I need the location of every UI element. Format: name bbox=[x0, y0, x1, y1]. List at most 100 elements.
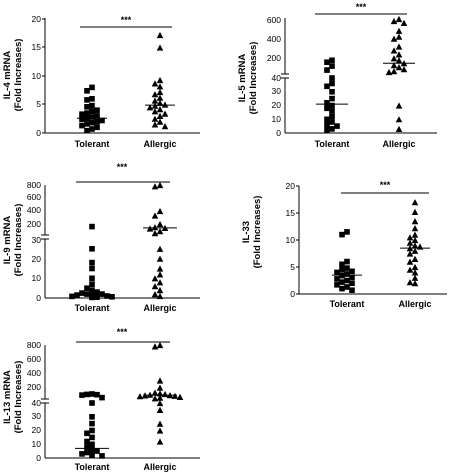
tolerant-point-square bbox=[99, 394, 105, 401]
allergic-point-triangle bbox=[151, 212, 159, 219]
tolerant-point-square bbox=[84, 97, 90, 103]
tolerant-point-square bbox=[84, 438, 90, 445]
tolerant-point-square bbox=[79, 122, 85, 129]
allergic-point-triangle bbox=[390, 47, 398, 54]
allergic-point-triangle bbox=[151, 121, 159, 128]
allergic-point-triangle bbox=[416, 243, 424, 250]
tolerant-point-square bbox=[339, 261, 345, 268]
y-tick-label: 20 bbox=[32, 254, 42, 264]
tolerant-point-square bbox=[89, 452, 95, 458]
tolerant-point-square bbox=[89, 102, 95, 109]
x-category-label: Allergic bbox=[382, 139, 415, 149]
tolerant-point-square bbox=[329, 108, 335, 114]
y-tick-label: 10 bbox=[286, 235, 296, 245]
allergic-point-triangle bbox=[395, 102, 403, 109]
tolerant-point-square bbox=[99, 453, 105, 459]
allergic-point-triangle bbox=[156, 377, 164, 384]
allergic-point-triangle bbox=[406, 250, 414, 257]
allergic-point-triangle bbox=[156, 106, 164, 113]
y-axis-label-line2: (Fold Increases) bbox=[252, 196, 263, 269]
tolerant-point-square bbox=[344, 265, 350, 271]
tolerant-point-square bbox=[89, 246, 95, 252]
tolerant-point-square bbox=[84, 88, 90, 94]
allergic-point-triangle bbox=[151, 389, 159, 396]
tolerant-point-square bbox=[324, 116, 330, 123]
y-axis-label-line2: (Fold Increases) bbox=[248, 42, 259, 115]
tolerant-point-square bbox=[94, 113, 100, 119]
tolerant-point-square bbox=[89, 441, 95, 448]
allergic-point-triangle bbox=[400, 66, 408, 73]
tolerant-point-square bbox=[344, 277, 350, 284]
chart-panel-il33: IL-33 (Fold Increases) 0 5 10 15 20 *** … bbox=[241, 180, 447, 309]
allergic-point-triangle bbox=[411, 242, 419, 249]
allergic-point-triangle bbox=[151, 108, 159, 115]
y-tick-label: 0 bbox=[36, 293, 41, 303]
allergic-point-triangle bbox=[156, 99, 164, 106]
tolerant-point-square bbox=[94, 124, 100, 131]
tolerant-point-square bbox=[84, 449, 90, 456]
allergic-point-triangle bbox=[156, 292, 164, 300]
tolerant-point-square bbox=[349, 274, 355, 281]
tolerant-point-square bbox=[94, 289, 100, 295]
allergic-point-triangle bbox=[411, 247, 419, 254]
allergic-point-triangle bbox=[151, 395, 159, 402]
y-tick-label: 40 bbox=[32, 398, 42, 408]
tolerant-point-square bbox=[84, 444, 90, 450]
tolerant-point-square bbox=[89, 414, 95, 420]
y-tick-label: 200 bbox=[27, 219, 41, 229]
allergic-point-triangle bbox=[411, 269, 419, 276]
allergic-point-triangle bbox=[156, 228, 164, 235]
y-axis-label-line2: (Fold Increases) bbox=[13, 39, 24, 112]
y-tick-label: 5 bbox=[290, 262, 295, 272]
tolerant-point-square bbox=[89, 119, 95, 126]
chart-panel-il9: IL-9 mRNA (Fold Increases) 0 10 20 30 20… bbox=[2, 162, 200, 313]
allergic-point-triangle bbox=[156, 44, 164, 51]
y-tick-label: 400 bbox=[267, 34, 281, 44]
y-tick-label: 20 bbox=[272, 100, 282, 110]
tolerant-point-square bbox=[89, 294, 95, 301]
allergic-point-triangle bbox=[395, 15, 403, 23]
allergic-point-triangle bbox=[411, 225, 419, 232]
allergic-point-triangle bbox=[156, 271, 164, 278]
allergic-point-triangle bbox=[156, 181, 164, 189]
allergic-point-triangle bbox=[171, 392, 179, 399]
tolerant-point-square bbox=[89, 114, 95, 120]
allergic-point-triangle bbox=[390, 17, 398, 25]
tolerant-point-square bbox=[74, 292, 80, 298]
allergic-point-triangle bbox=[395, 116, 403, 123]
tolerant-point-square bbox=[324, 67, 330, 73]
allergic-point-triangle bbox=[156, 220, 164, 228]
allergic-point-triangle bbox=[161, 101, 169, 108]
allergic-point-triangle bbox=[156, 88, 164, 96]
y-axis-label-line1: IL-33 bbox=[241, 221, 252, 243]
allergic-point-triangle bbox=[161, 123, 169, 130]
allergic-point-triangle bbox=[395, 51, 403, 58]
tolerant-point-square bbox=[79, 116, 85, 123]
allergic-point-triangle bbox=[400, 19, 408, 26]
y-tick-label: 200 bbox=[267, 53, 281, 63]
allergic-point-triangle bbox=[156, 118, 164, 125]
tolerant-point-square bbox=[79, 392, 85, 398]
tolerant-point-square bbox=[94, 448, 100, 454]
tolerant-point-square bbox=[89, 281, 95, 287]
allergic-point-triangle bbox=[146, 225, 154, 232]
allergic-point-triangle bbox=[156, 112, 164, 119]
allergic-point-triangle bbox=[411, 208, 419, 215]
y-tick-label: 10 bbox=[272, 114, 282, 124]
allergic-point-triangle bbox=[156, 420, 164, 427]
x-category-label: Tolerant bbox=[75, 303, 110, 313]
y-tick-label: 800 bbox=[27, 180, 41, 190]
x-category-label: Allergic bbox=[143, 139, 176, 149]
allergic-point-triangle bbox=[406, 258, 414, 265]
tolerant-point-square bbox=[344, 258, 350, 265]
allergic-point-triangle bbox=[156, 427, 164, 434]
significance-stars: *** bbox=[380, 180, 391, 190]
chart-panel-il13: IL-13 mRNA (Fold Increases) 0 10 20 30 4… bbox=[2, 327, 200, 472]
y-tick-label: 600 bbox=[27, 192, 41, 202]
y-tick-label: 15 bbox=[286, 208, 296, 218]
tolerant-point-square bbox=[89, 108, 95, 115]
tolerant-point-square bbox=[89, 427, 95, 434]
data-marks bbox=[77, 31, 175, 134]
x-category-label: Tolerant bbox=[330, 299, 365, 309]
tolerant-point-square bbox=[94, 107, 100, 113]
